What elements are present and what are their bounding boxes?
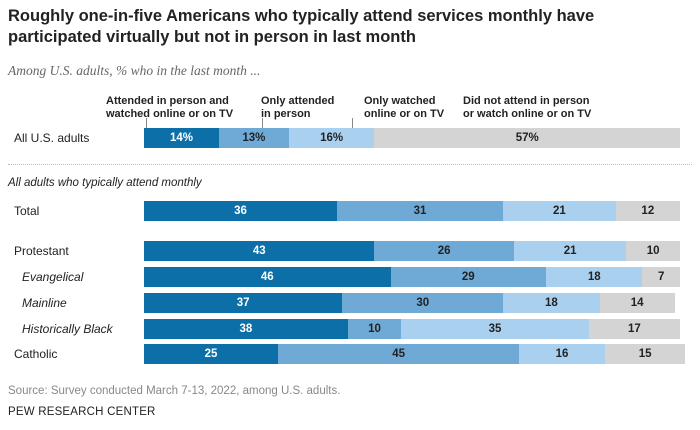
bar-segment: 10 — [347, 319, 402, 339]
bar-segment: 38 — [144, 319, 348, 339]
legend-label: Only attended in person — [261, 95, 335, 120]
bar-segment: 45 — [278, 344, 520, 364]
row-label: Evangelical — [22, 270, 84, 284]
bar-segment: 16 — [519, 344, 605, 364]
row-label: Catholic — [14, 347, 58, 361]
row-label: Total — [14, 204, 40, 218]
legend-label: Attended in person and watched online or … — [106, 95, 234, 120]
row-label: All U.S. adults — [14, 131, 90, 145]
bar-segment: 15 — [604, 344, 686, 364]
group-label: All adults who typically attend monthly — [8, 177, 202, 189]
row-label: Mainline — [22, 296, 67, 310]
bar-segment: 37 — [144, 293, 343, 313]
bar-segment: 25 — [144, 344, 278, 364]
legend-leader-line — [352, 118, 353, 128]
bar-segment: 10 — [626, 241, 680, 261]
row-label: Historically Black — [22, 322, 113, 336]
bar-segment: 36 — [144, 201, 337, 221]
bar-segment: 29 — [390, 267, 546, 287]
row-label: Protestant — [14, 244, 69, 258]
bar-segment: 46 — [144, 267, 391, 287]
legend-label: Only watched online or on TV — [364, 95, 445, 120]
bar-segment: 57% — [374, 128, 680, 148]
bar-segment: 18 — [546, 267, 643, 287]
bar-segment: 35 — [401, 319, 589, 339]
bar-segment: 21 — [503, 201, 616, 221]
bar-segment: 30 — [342, 293, 504, 313]
bar-segment: 12 — [615, 201, 680, 221]
bar-segment: 7 — [642, 267, 680, 287]
divider — [8, 164, 692, 165]
chart-title: Roughly one-in-five Americans who typica… — [8, 7, 595, 46]
bar-segment: 43 — [144, 241, 375, 261]
bar-segment: 13% — [219, 128, 289, 148]
bar-segment: 14% — [144, 128, 220, 148]
source-note: Source: Survey conducted March 7-13, 202… — [8, 385, 341, 397]
legend-label: Did not attend in person or watch online … — [463, 95, 592, 120]
chart-subtitle: Among U.S. adults, % who in the last mon… — [8, 63, 261, 78]
bar-segment: 17 — [588, 319, 680, 339]
bar-segment: 26 — [374, 241, 514, 261]
legend-leader-line — [146, 118, 147, 128]
bar-segment: 16% — [288, 128, 375, 148]
bar-segment: 31 — [336, 201, 504, 221]
legend-leader-line — [262, 118, 263, 128]
org-credit: PEW RESEARCH CENTER — [8, 406, 156, 418]
bar-segment: 21 — [513, 241, 627, 261]
bar-segment: 18 — [503, 293, 600, 313]
bar-segment: 14 — [599, 293, 675, 313]
